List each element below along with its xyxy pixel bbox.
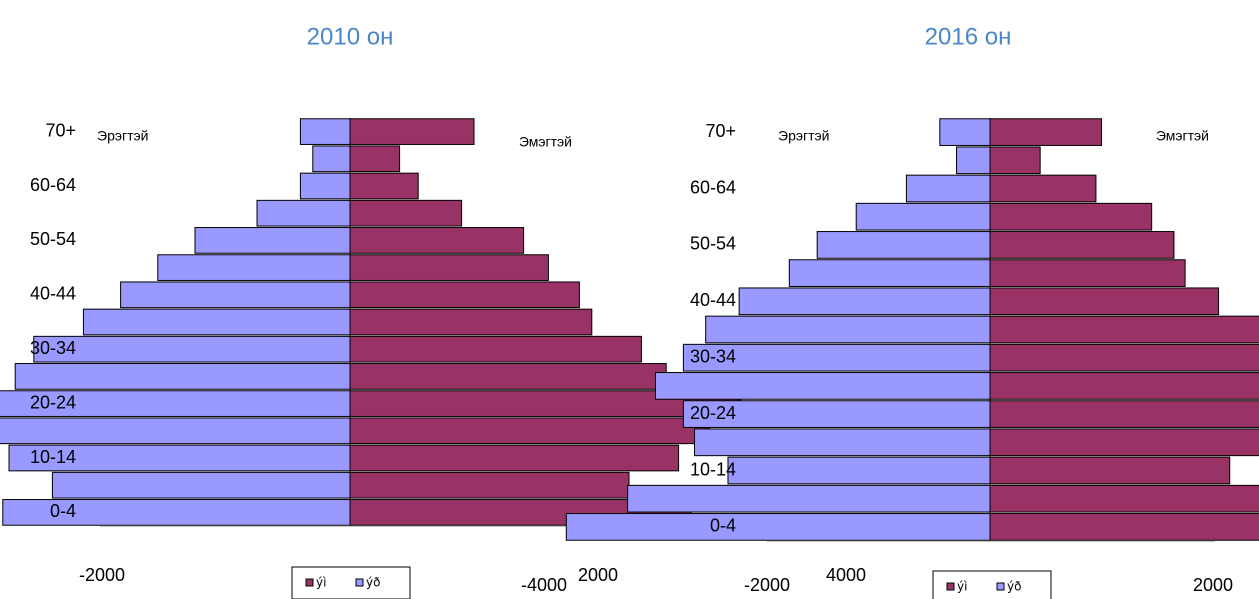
bar-female-5-9 (989, 484, 1259, 513)
legend-label-male: ýð (1007, 580, 1021, 594)
legend-label-male: ýð (366, 576, 380, 590)
bar-male-40-44 (120, 281, 351, 309)
chart-2016: 2016 он 0-4 10-14 20-24 30-34 40-44 50-54 60-64… (521, 23, 1259, 599)
x-tick-label: 2000 (1193, 575, 1233, 595)
legend: ýì ýð (932, 570, 1052, 599)
bar-male-35-39 (705, 315, 991, 344)
x-tick-label: -2000 (744, 575, 790, 595)
bar-female-65-69 (349, 145, 401, 173)
bar-male-20-24 (682, 400, 991, 428)
bar-male-65-69 (956, 146, 991, 175)
bar-female-15-19 (349, 417, 711, 445)
x-tick-label: 4000 (826, 565, 866, 585)
legend-swatch-male (355, 578, 364, 587)
bar-male-10-14 (727, 456, 991, 485)
bar-female-35-39 (989, 315, 1259, 344)
bar-male-15-19 (0, 417, 351, 445)
y-tick-label: 0-4 (50, 501, 76, 521)
bar-female-70+ (349, 118, 475, 145)
bar-male-35-39 (82, 308, 351, 336)
legend-swatch-male (996, 582, 1005, 591)
y-tick-label: 20-24 (30, 392, 76, 412)
bar-female-0-4 (989, 513, 1259, 541)
legend: ýì ýð (291, 566, 411, 599)
bar-male-30-34 (33, 335, 351, 363)
female-side-label: Эмэгтэй (519, 134, 572, 150)
x-tick-label: -2000 (79, 565, 125, 585)
male-side-label: Эрэгтэй (97, 128, 148, 144)
legend-swatch-female (946, 582, 955, 591)
bar-male-25-29 (655, 372, 991, 400)
y-tick-label: 40-44 (30, 284, 76, 304)
bar-female-40-44 (349, 281, 580, 309)
y-tick-label: 50-54 (690, 234, 736, 254)
bar-female-35-39 (349, 308, 593, 336)
bar-male-20-24 (0, 390, 351, 417)
chart-2010: 2010 он 0-4 10-14 20-24 30-34 40-44 50-54 60-64… (0, 23, 866, 599)
legend-label-female: ýì (316, 576, 326, 590)
y-tick-label: 30-34 (30, 338, 76, 358)
bar-female-45-49 (349, 254, 549, 281)
bar-male-40-44 (738, 287, 991, 316)
bar-female-25-29 (989, 372, 1259, 400)
chart-title: 2010 он (307, 23, 394, 50)
y-tick-label: 70+ (45, 120, 76, 140)
bar-male-0-4 (565, 513, 991, 541)
y-tick-label: 10-14 (690, 459, 736, 479)
male-side-label: Эрэгтэй (778, 128, 829, 144)
y-tick-label: 60-64 (30, 175, 76, 195)
bar-female-50-54 (349, 227, 525, 254)
bar-female-65-69 (989, 146, 1041, 175)
bar-male-55-59 (256, 199, 351, 227)
y-tick-label: 70+ (705, 121, 736, 141)
y-tick-label: 0-4 (710, 516, 736, 536)
bar-female-50-54 (989, 231, 1175, 259)
bar-male-5-9 (627, 484, 991, 513)
bar-female-5-9 (349, 471, 630, 499)
bar-male-0-4 (2, 499, 351, 526)
bar-male-10-14 (8, 444, 351, 472)
bar-female-60-64 (989, 174, 1097, 203)
bar-male-50-54 (194, 227, 351, 254)
bar-male-70+ (939, 118, 991, 146)
bar-male-50-54 (816, 231, 991, 259)
chart-title: 2016 он (925, 23, 1012, 50)
bar-female-10-14 (349, 444, 680, 472)
bar-female-70+ (989, 118, 1102, 146)
y-tick-label: 50-54 (30, 229, 76, 249)
legend-swatch-female (305, 578, 314, 587)
bar-female-60-64 (349, 172, 419, 200)
bar-female-45-49 (989, 259, 1186, 287)
bar-male-15-19 (694, 428, 991, 457)
y-tick-label: 40-44 (690, 290, 736, 310)
legend-label-female: ýì (957, 580, 967, 594)
y-tick-label: 60-64 (690, 177, 736, 197)
x-tick-label: 2000 (578, 565, 618, 585)
bar-male-70+ (299, 118, 351, 145)
bar-male-60-64 (905, 174, 991, 203)
x-tick-label: -4000 (521, 575, 567, 595)
bar-male-65-69 (312, 145, 351, 173)
y-tick-label: 30-34 (690, 346, 736, 366)
bar-female-55-59 (349, 199, 463, 227)
bar-male-45-49 (788, 259, 991, 287)
female-side-label: Эмэгтэй (1156, 128, 1209, 144)
bar-female-40-44 (989, 287, 1220, 316)
legend-box (932, 570, 1052, 599)
y-tick-label: 10-14 (30, 447, 76, 467)
bar-female-20-24 (989, 400, 1259, 428)
bar-male-5-9 (51, 471, 351, 499)
bar-female-25-29 (349, 363, 667, 390)
bar-female-15-19 (989, 428, 1259, 457)
bar-female-55-59 (989, 202, 1153, 231)
bar-female-30-34 (349, 335, 642, 363)
bar-male-25-29 (14, 363, 351, 390)
bar-male-60-64 (299, 172, 351, 200)
y-tick-label: 20-24 (690, 403, 736, 423)
bar-female-30-34 (989, 343, 1259, 372)
bar-male-45-49 (157, 254, 351, 281)
bar-female-10-14 (989, 456, 1231, 485)
bar-male-55-59 (855, 202, 991, 231)
